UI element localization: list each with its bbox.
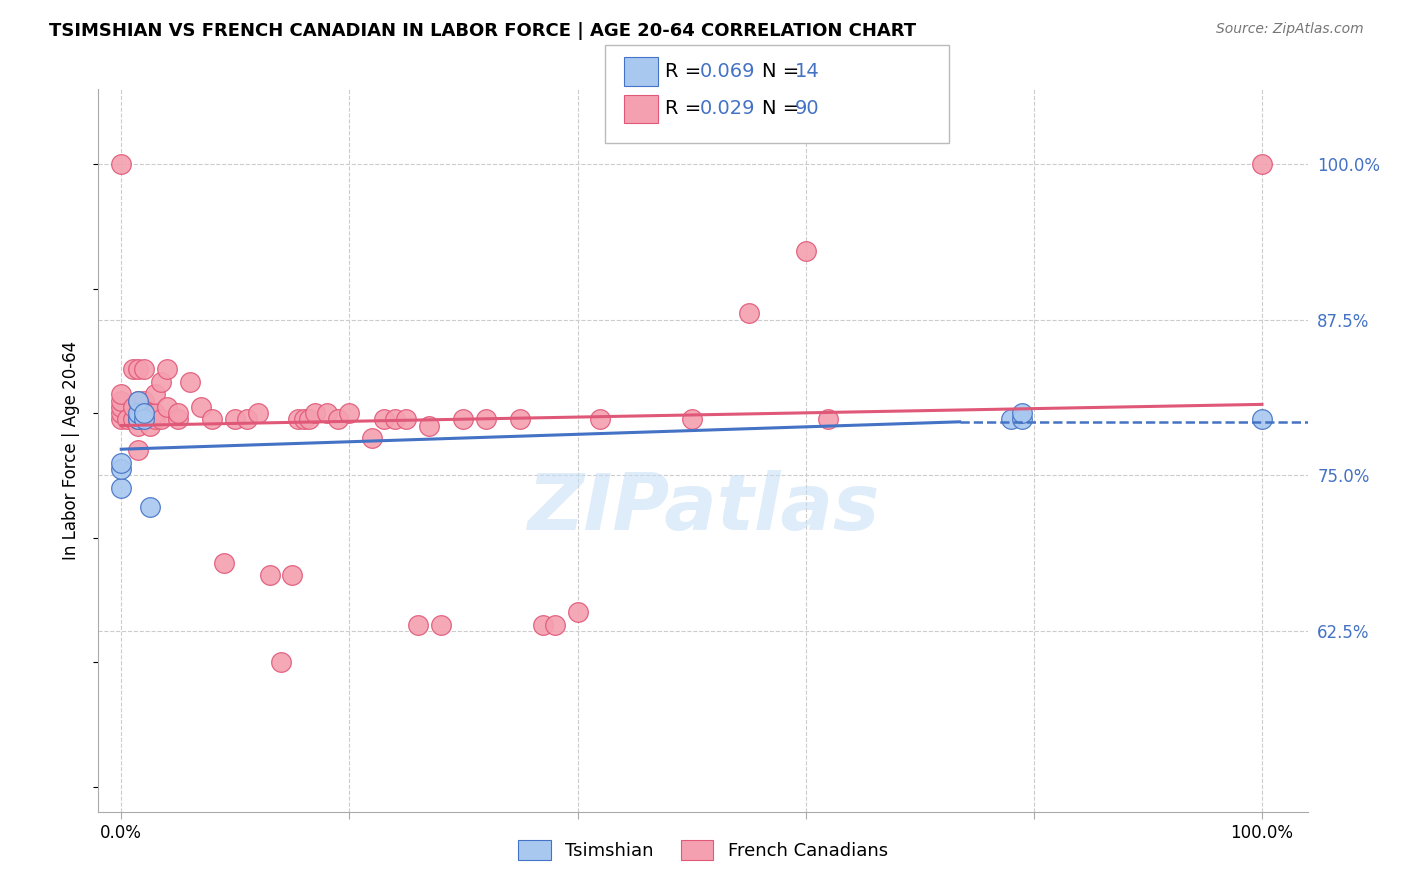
Point (326, 412, 349, 426)
Point (287, 412, 309, 426)
Point (110, 412, 132, 426)
Point (132, 412, 155, 426)
Point (292, 412, 315, 426)
Point (139, 406, 162, 420)
Point (156, 362, 179, 376)
Point (337, 406, 360, 420)
Point (127, 412, 149, 426)
Point (429, 618, 451, 632)
Point (737, 306, 759, 320)
Point (110, 456, 132, 470)
Point (235, 412, 257, 426)
Point (127, 443, 149, 458)
Point (132, 412, 155, 426)
Point (150, 375, 173, 389)
Point (361, 431, 384, 445)
Point (127, 393, 149, 408)
Point (589, 412, 612, 426)
Point (270, 655, 292, 669)
Point (127, 412, 149, 426)
Point (315, 406, 337, 420)
Point (509, 412, 531, 426)
Text: R =: R = (665, 99, 707, 119)
Point (150, 412, 173, 426)
Text: ZIPatlas: ZIPatlas (527, 470, 879, 546)
Point (110, 387, 132, 401)
Point (167, 406, 190, 420)
Point (475, 412, 498, 426)
Point (127, 406, 149, 420)
Point (418, 418, 440, 433)
Point (1251, 412, 1274, 426)
Point (304, 406, 326, 420)
Text: N =: N = (762, 99, 806, 119)
Point (110, 157, 132, 171)
Legend: Tsimshian, French Canadians: Tsimshian, French Canadians (510, 832, 896, 868)
Point (224, 412, 246, 426)
Point (1000, 412, 1022, 426)
Point (139, 418, 162, 433)
Point (127, 393, 149, 408)
Text: TSIMSHIAN VS FRENCH CANADIAN IN LABOR FORCE | AGE 20-64 CORRELATION CHART: TSIMSHIAN VS FRENCH CANADIAN IN LABOR FO… (49, 22, 917, 40)
Point (156, 400, 179, 414)
Text: 14: 14 (794, 62, 820, 81)
Point (531, 618, 554, 632)
Point (121, 412, 143, 426)
Point (121, 400, 143, 414)
Point (298, 412, 321, 426)
Point (384, 412, 406, 426)
Point (1011, 406, 1033, 420)
Point (190, 400, 212, 414)
Point (132, 362, 155, 376)
Point (110, 400, 132, 414)
Point (201, 412, 224, 426)
Point (132, 406, 155, 420)
Point (110, 481, 132, 495)
Point (281, 568, 304, 582)
Point (1011, 412, 1033, 426)
Point (817, 412, 839, 426)
Point (127, 418, 149, 433)
Text: N =: N = (762, 62, 806, 81)
Point (453, 412, 475, 426)
Point (115, 412, 138, 426)
Point (373, 412, 395, 426)
Point (247, 406, 270, 420)
Text: R =: R = (665, 62, 707, 81)
Text: 0.029: 0.029 (700, 99, 755, 119)
Point (567, 606, 589, 620)
Point (110, 393, 132, 408)
Point (1251, 157, 1274, 171)
Text: 90: 90 (794, 99, 820, 119)
Point (121, 362, 143, 376)
Point (132, 400, 155, 414)
Point (139, 500, 162, 514)
Text: Source: ZipAtlas.com: Source: ZipAtlas.com (1216, 22, 1364, 37)
Point (127, 362, 149, 376)
Point (544, 618, 567, 632)
Point (145, 412, 167, 426)
Point (259, 568, 281, 582)
Y-axis label: In Labor Force | Age 20-64: In Labor Force | Age 20-64 (62, 341, 80, 560)
Point (212, 556, 235, 570)
Point (132, 393, 155, 408)
Point (395, 412, 418, 426)
Point (110, 406, 132, 420)
Point (167, 412, 190, 426)
Point (406, 618, 429, 632)
Text: 0.069: 0.069 (700, 62, 755, 81)
Point (681, 412, 703, 426)
Point (110, 462, 132, 476)
Point (145, 406, 167, 420)
Point (132, 406, 155, 420)
Point (794, 244, 817, 259)
Point (145, 387, 167, 401)
Point (179, 375, 201, 389)
